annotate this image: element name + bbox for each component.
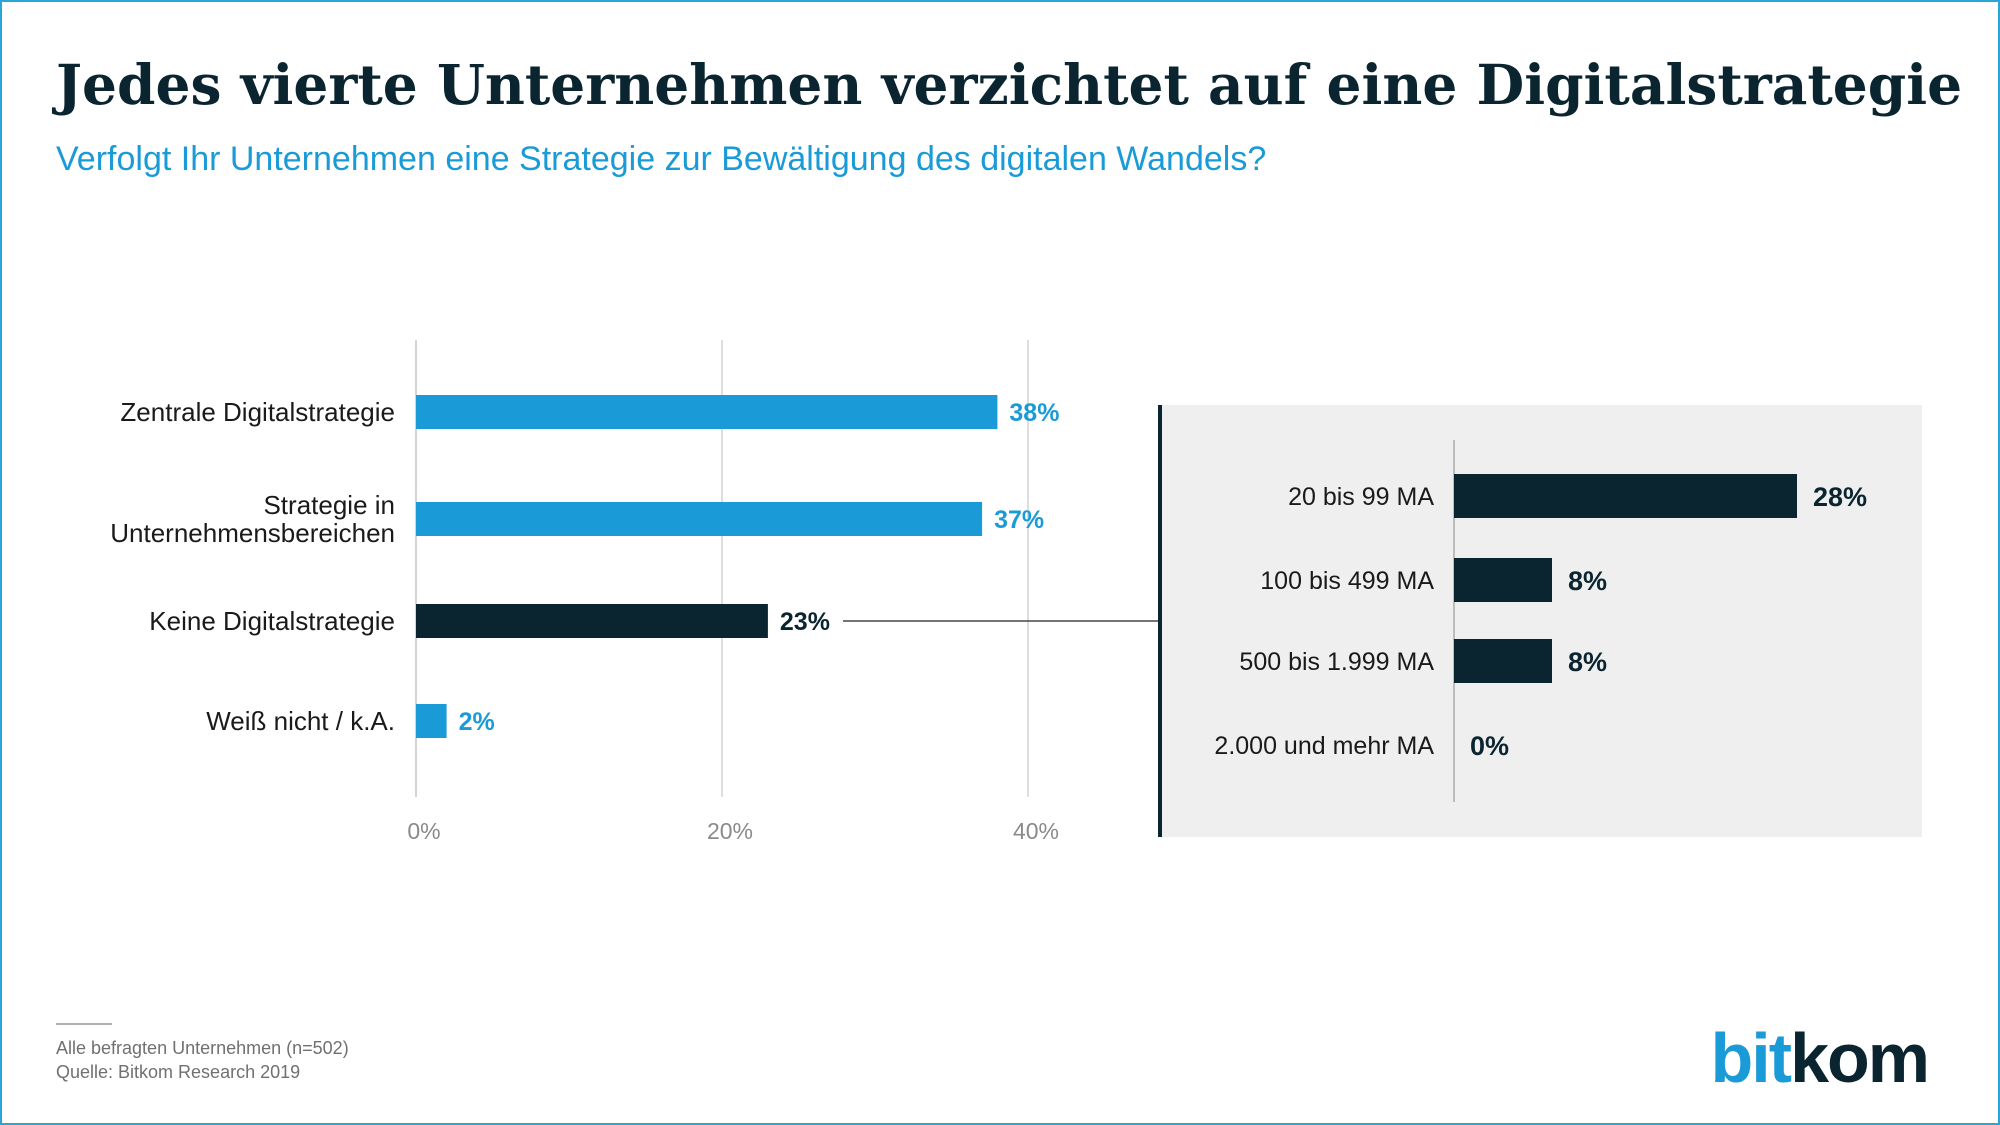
detail-category-label: 500 bis 1.999 MA [1239,648,1434,676]
category-label: Unternehmensbereichen [110,518,395,548]
x-tick-label: 0% [407,818,440,844]
detail-data-label: 28% [1813,482,1867,512]
category-label: Zentrale Digitalstrategie [120,397,395,427]
category-label: Strategie in [263,490,395,520]
data-label: 37% [994,506,1044,534]
chart-subtitle: Verfolgt Ihr Unternehmen eine Strategie … [56,140,1267,178]
bar [416,704,447,738]
detail-data-label: 8% [1568,566,1607,596]
bar [416,395,998,429]
footer-base-note: Alle befragten Unternehmen (n=502) [56,1038,349,1058]
detail-data-label: 0% [1470,731,1509,761]
x-tick-label: 20% [707,818,753,844]
x-tick-label: 40% [1013,818,1059,844]
detail-bar [1454,558,1552,602]
data-label: 2% [459,708,495,736]
detail-panel [1160,405,1922,837]
detail-category-label: 20 bis 99 MA [1288,483,1434,511]
data-label: 23% [780,608,830,636]
detail-category-label: 2.000 und mehr MA [1214,732,1434,760]
footer-source: Quelle: Bitkom Research 2019 [56,1062,301,1082]
bar [416,502,983,536]
detail-data-label: 8% [1568,647,1607,677]
category-label: Keine Digitalstrategie [149,606,395,636]
data-label: 38% [1009,399,1059,427]
bitkom-logo: bitkom [1710,1019,1930,1097]
detail-bar [1454,639,1552,683]
footer-divider [56,1023,112,1025]
detail-bar [1454,474,1797,518]
bar [416,604,768,638]
chart-title: Jedes vierte Unternehmen verzichtet auf … [56,52,1963,117]
category-label: Weiß nicht / k.A. [206,706,395,736]
detail-category-label: 100 bis 499 MA [1260,567,1434,595]
